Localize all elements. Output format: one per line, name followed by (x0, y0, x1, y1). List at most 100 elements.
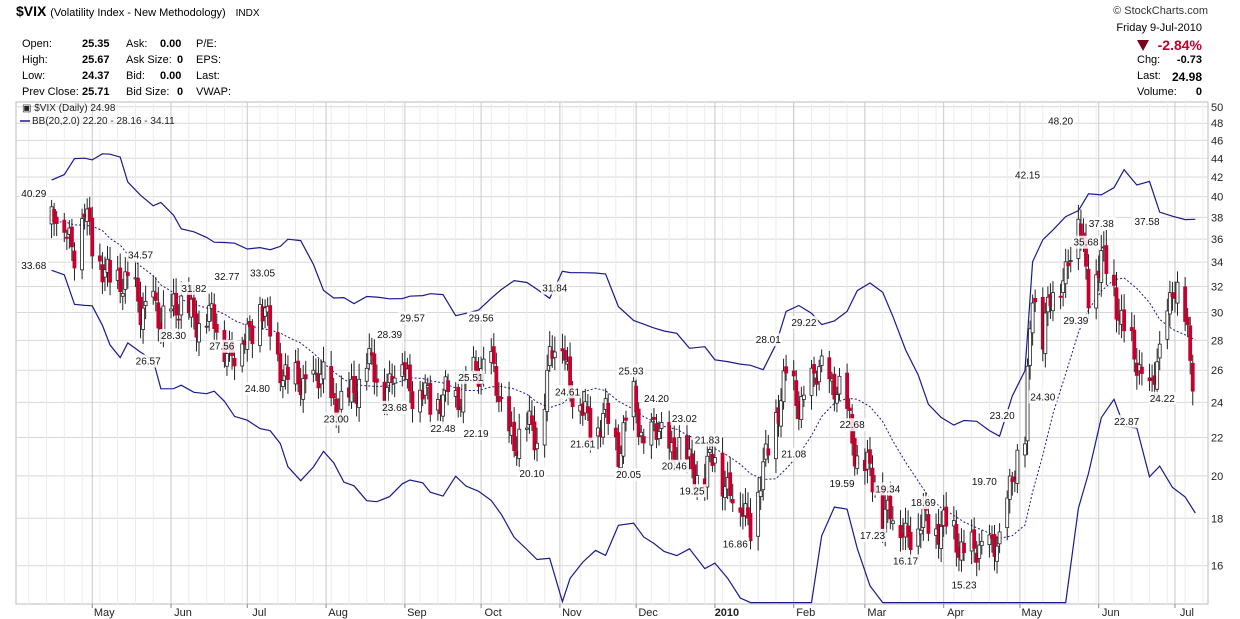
legend-bb: BB(20,2.0) 22.20 - 28.16 - 34.11 (32, 116, 175, 127)
candle (908, 531, 913, 551)
candle (303, 374, 308, 380)
candle (176, 318, 181, 321)
annotation-bg (467, 311, 496, 325)
candle (1063, 261, 1068, 285)
candle (296, 360, 301, 385)
candle (977, 544, 982, 559)
annotation-bg (553, 385, 582, 399)
value-annotation: 28.30 (159, 329, 188, 343)
candle (352, 375, 356, 393)
down-arrow-icon (1137, 40, 1149, 51)
annotation-bg (789, 316, 818, 330)
annotation-bg (380, 400, 409, 414)
value-annotation: 28.39 (375, 327, 404, 341)
candle (794, 380, 799, 406)
candle (939, 525, 944, 549)
annotation-bg (322, 412, 351, 426)
brand-mark[interactable]: © StockCharts.com (1113, 5, 1208, 17)
annotation-bg (398, 311, 427, 325)
candle (837, 375, 842, 395)
candle (687, 448, 692, 458)
candle (535, 442, 539, 450)
annotation-label: 22.68 (840, 420, 865, 431)
annotation-bg (1028, 390, 1057, 404)
candle (247, 320, 252, 328)
value-annotation: 21.83 (693, 433, 722, 447)
annotation-label: 26.57 (136, 356, 161, 367)
candle (634, 385, 639, 413)
annotation-bg (19, 258, 48, 272)
candle (781, 370, 786, 403)
y-tick-label: 44 (1211, 153, 1223, 165)
annotation-bg (134, 354, 163, 368)
candle (784, 366, 788, 374)
candle (321, 361, 326, 380)
candle (103, 269, 107, 278)
candle (972, 529, 977, 549)
y-tick-label: 26 (1211, 365, 1223, 377)
candle (1132, 329, 1137, 360)
candle (530, 415, 534, 426)
annotation-label: 21.83 (695, 436, 720, 447)
candle (1023, 443, 1027, 456)
chg-value: -0.73 (1176, 54, 1202, 66)
value-annotation: 19.70 (970, 474, 999, 488)
annotation-label: 20.46 (662, 462, 687, 473)
annotation-bg (909, 496, 938, 510)
value-annotation: 25.51 (456, 370, 485, 384)
value-annotation: 29.56 (467, 311, 496, 325)
annotation-bg (375, 327, 404, 341)
value-annotation: 22.48 (428, 421, 457, 435)
candle (408, 364, 412, 392)
candle (730, 499, 735, 504)
chg-label: Chg: (1137, 54, 1161, 66)
candle (1140, 366, 1144, 374)
candle (1175, 281, 1180, 304)
value-annotation: 33.05 (248, 266, 277, 280)
candle (918, 529, 923, 535)
candle (125, 272, 130, 276)
y-tick-label: 34 (1211, 257, 1223, 269)
candle (799, 396, 804, 420)
value-annotation: 24.80 (243, 382, 272, 396)
value-annotation: 21.08 (779, 447, 808, 461)
annotation-label: 24.20 (644, 394, 669, 405)
candle (156, 302, 161, 329)
annotation-bg (462, 427, 491, 441)
value-annotation: 27.56 (207, 339, 236, 353)
candle (1155, 361, 1160, 390)
value-annotation: 37.38 (1087, 216, 1116, 230)
asksize-label: Ask Size: (126, 54, 172, 66)
value-annotation: 23.68 (380, 400, 409, 414)
annotation-label: 48.20 (1048, 117, 1073, 128)
annotation-bg (243, 382, 272, 396)
pe-label: P/E: (196, 38, 217, 50)
candle (364, 367, 369, 382)
candle (62, 219, 67, 233)
candle (512, 421, 517, 452)
bid-value: 0.00 (160, 70, 182, 82)
candle (1183, 286, 1188, 322)
candle (1185, 316, 1190, 326)
bollinger-middle-band (51, 221, 1196, 539)
candle (123, 271, 128, 290)
ask-value: 0.00 (160, 38, 182, 50)
last2-label: Last: (1137, 70, 1161, 82)
candle (90, 217, 95, 257)
x-tick-label: Jul (1180, 607, 1194, 619)
annotation-bg (568, 437, 597, 451)
candle (1061, 280, 1066, 293)
candle (995, 545, 999, 562)
annotation-label: 24.30 (1030, 392, 1055, 403)
candle (491, 346, 496, 364)
annotation-label: 35.68 (1073, 238, 1098, 249)
candle (367, 348, 372, 365)
annotation-label: 16.17 (893, 556, 918, 567)
candle (207, 305, 212, 322)
annotation-bg (970, 474, 999, 488)
candle (1165, 310, 1170, 340)
candle (618, 453, 623, 469)
quote-date: Friday 9-Jul-2010 (1116, 22, 1202, 34)
value-annotation: 48.20 (1046, 114, 1075, 128)
